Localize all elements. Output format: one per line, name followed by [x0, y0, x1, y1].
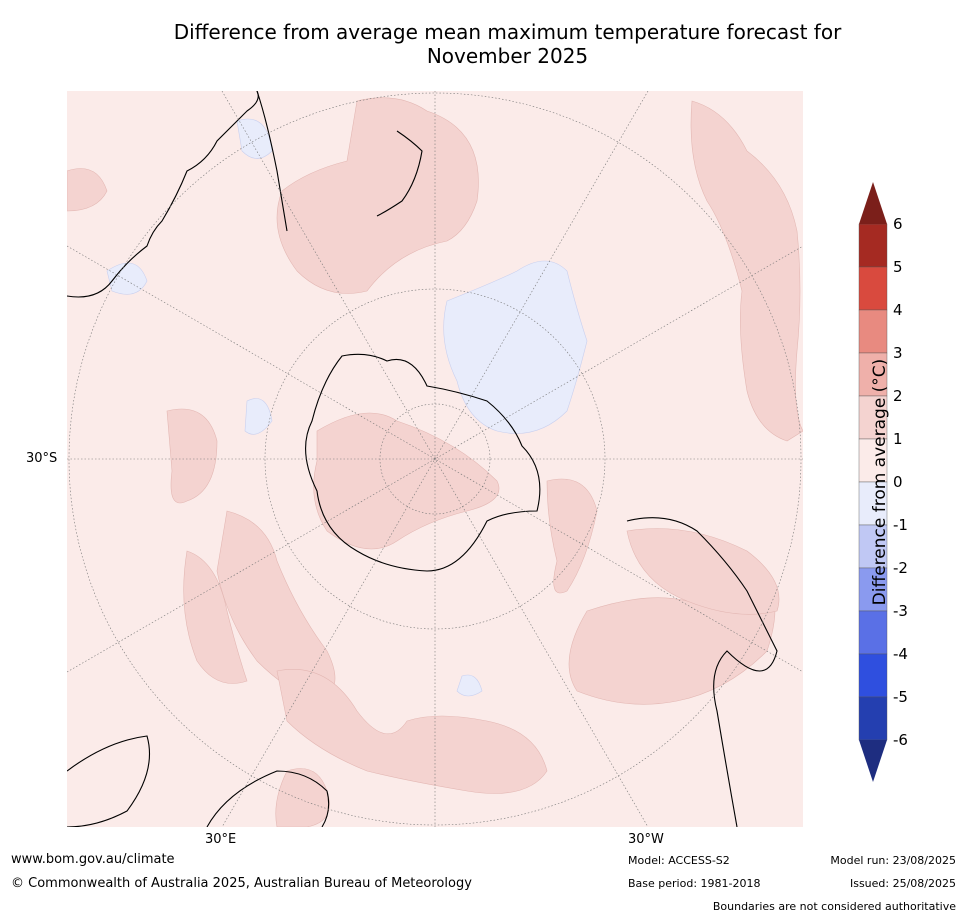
- coastline-australia-south: [256, 91, 288, 232]
- anomaly-region-tasman: [67, 168, 108, 212]
- colorbar-tick-label: 1: [893, 430, 903, 448]
- disclaimer: Boundaries are not considered authoritat…: [712, 900, 956, 913]
- longitude-lines: [67, 91, 803, 827]
- map-canvas: [67, 91, 803, 827]
- latitude-circle-outer: [68, 92, 802, 826]
- colorbar-bin: [858, 309, 888, 354]
- anomaly-region-west-australia-cool: [106, 262, 148, 295]
- anomaly-region-indian-1: [166, 408, 218, 504]
- coastline-southern-africa: [206, 770, 330, 827]
- colorbar-bin: [858, 266, 888, 311]
- colorbar-bin: [858, 610, 888, 655]
- colorbar-tick-label: 6: [893, 215, 903, 233]
- footer-url: www.bom.gov.au/climate: [11, 852, 175, 867]
- lon-label-30e: 30°E: [205, 832, 237, 847]
- coastlines: [67, 91, 778, 827]
- colorbar-bin: [858, 352, 888, 397]
- footer-copyright: © Commonwealth of Australia 2025, Austra…: [11, 876, 472, 891]
- anomaly-region-south-pacific-cool: [443, 260, 588, 434]
- colorbar-bin: [858, 481, 888, 526]
- colorbar-bins: [858, 223, 888, 741]
- colorbar-bin: [858, 438, 888, 483]
- colorbar-tick-label: 4: [893, 301, 903, 319]
- colorbar-tick-label: -5: [893, 688, 908, 706]
- title-line-1: Difference from average mean maximum tem…: [173, 20, 842, 44]
- colorbar-over-arrow: [859, 182, 887, 224]
- colorbar: [858, 182, 888, 782]
- anomaly-region-atlantic-cool: [456, 674, 483, 697]
- colorbar-bin: [858, 524, 888, 569]
- title-line-2: November 2025: [426, 44, 589, 68]
- lat-label-30s: 30°S: [26, 451, 58, 466]
- southern-hemisphere-map: [67, 91, 803, 827]
- colorbar-tick-label: -6: [893, 731, 908, 749]
- colorbar-bin: [858, 653, 888, 698]
- coastline-south-america: [626, 517, 778, 827]
- anomaly-region-patagonia: [546, 478, 598, 594]
- coastline-antarctica: [305, 353, 541, 572]
- anomaly-region-nz: [276, 97, 479, 294]
- coastline-australia: [67, 91, 259, 298]
- anomaly-region-australia-cool: [236, 118, 273, 159]
- colorbar-title: Difference from average (°C): [870, 358, 890, 606]
- latitude-circle-60s: [264, 288, 606, 630]
- anomaly-minus1-to-0-regions: [106, 118, 588, 697]
- issued-date: Issued: 25/08/2025: [849, 877, 956, 890]
- colorbar-bin: [858, 567, 888, 612]
- colorbar-tick-label: -1: [893, 516, 908, 534]
- base-period: Base period: 1981-2018: [628, 877, 761, 890]
- colorbar-tick-label: -4: [893, 645, 908, 663]
- colorbar-bin: [858, 395, 888, 440]
- map-title: Difference from average mean maximum tem…: [60, 20, 955, 68]
- colorbar-tick-label: 2: [893, 387, 903, 405]
- colorbar-bin: [858, 696, 888, 741]
- colorbar-tick-label: 5: [893, 258, 903, 276]
- anomaly-region-indian-cool: [244, 398, 273, 435]
- colorbar-tick-label: -3: [893, 602, 908, 620]
- anomaly-region-indian-3: [183, 550, 248, 684]
- anomaly-region-south-atlantic-2: [276, 669, 548, 794]
- colorbar-bin: [858, 223, 888, 268]
- colorbar-tick-label: -2: [893, 559, 908, 577]
- anomaly-region-pacific-east: [690, 100, 803, 442]
- colorbar-tick-label: 0: [893, 473, 903, 491]
- graticule: [67, 91, 803, 827]
- coastline-africa: [67, 735, 150, 827]
- colorbar-under-arrow: [859, 740, 887, 782]
- anomaly-region-antarctica: [313, 412, 500, 550]
- lon-label-30w: 30°W: [628, 832, 664, 847]
- anomaly-region-africa: [275, 768, 330, 827]
- colorbar-tick-label: 3: [893, 344, 903, 362]
- model-run: Model run: 23/08/2025: [830, 854, 956, 867]
- coastline-new-zealand: [376, 130, 423, 217]
- model-name: Model: ACCESS-S2: [628, 854, 730, 867]
